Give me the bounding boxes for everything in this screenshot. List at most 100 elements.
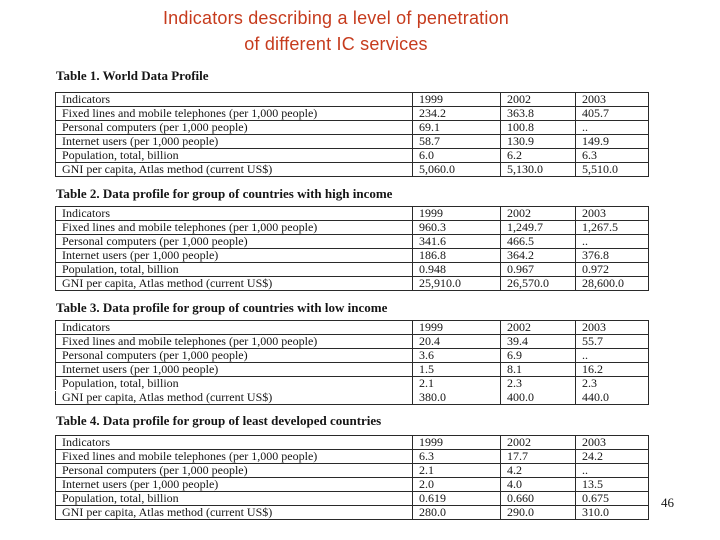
cell-value: 16.2 — [575, 362, 649, 377]
table-row: Fixed lines and mobile telephones (per 1… — [55, 334, 649, 349]
cell-value: 4.0 — [500, 477, 576, 492]
cell-value: 6.9 — [500, 348, 576, 363]
cell-value: 2.1 — [412, 376, 501, 391]
cell-value: 58.7 — [412, 134, 501, 149]
cell-value: 1,267.5 — [575, 220, 649, 235]
row-label: Personal computers (per 1,000 people) — [55, 463, 413, 478]
cell-value: 6.3 — [412, 449, 501, 464]
cell-value: 440.0 — [575, 390, 649, 405]
table-row: Personal computers (per 1,000 people) 3.6… — [55, 348, 649, 363]
cell-value: 0.967 — [500, 262, 576, 277]
table-header-row: Indicators 1999 2002 2003 — [55, 435, 649, 450]
cell-value: .. — [575, 348, 649, 363]
cell-value: 26,570.0 — [500, 276, 576, 291]
row-label: Fixed lines and mobile telephones (per 1… — [55, 220, 413, 235]
cell-value: 13.5 — [575, 477, 649, 492]
row-label: Population, total, billion — [55, 376, 413, 391]
cell-value: 69.1 — [412, 120, 501, 135]
table-2: Indicators 1999 2002 2003 Fixed lines and mo… — [55, 206, 649, 291]
table-row: Internet users (per 1,000 people) 2.0 4.0 1… — [55, 477, 649, 492]
cell-value: 1,249.7 — [500, 220, 576, 235]
cell-value: 6.0 — [412, 148, 501, 163]
cell-value: 376.8 — [575, 248, 649, 263]
cell-value: 290.0 — [500, 505, 576, 520]
table-row: Population, total, billion 0.619 0.660 0.67… — [55, 491, 649, 506]
table-row: Fixed lines and mobile telephones (per 1… — [55, 106, 649, 121]
cell-value: 405.7 — [575, 106, 649, 121]
table-row: GNI per capita, Atlas method (current US… — [55, 162, 649, 177]
cell-value: 2.3 — [500, 376, 576, 391]
column-header-year: 2002 — [500, 320, 576, 335]
cell-value: 8.1 — [500, 362, 576, 377]
table-1-caption: Table 1. World Data Profile — [56, 68, 209, 83]
cell-value: 234.2 — [412, 106, 501, 121]
table-4-container: Indicators 1999 2002 2003 Fixed lines and mo… — [55, 435, 649, 520]
column-header-indicators: Indicators — [55, 92, 413, 107]
table-row: Fixed lines and mobile telephones (per 1… — [55, 449, 649, 464]
cell-value: 5,060.0 — [412, 162, 501, 177]
slide-title: Indicators describing a level of penetra… — [0, 5, 672, 57]
column-header-year: 1999 — [412, 206, 501, 221]
cell-value: 17.7 — [500, 449, 576, 464]
cell-value: 20.4 — [412, 334, 501, 349]
cell-value: 363.8 — [500, 106, 576, 121]
cell-value: 2.3 — [575, 376, 649, 391]
table-row: Population, total, billion 6.0 6.2 6.3 — [55, 148, 649, 163]
row-label: Personal computers (per 1,000 people) — [55, 120, 413, 135]
row-label: Internet users (per 1,000 people) — [55, 134, 413, 149]
cell-value: 2.1 — [412, 463, 501, 478]
table-row: GNI per capita, Atlas method (current US… — [55, 276, 649, 291]
cell-value: 380.0 — [412, 390, 501, 405]
row-label: GNI per capita, Atlas method (current US… — [55, 162, 413, 177]
slide-title-line-1: Indicators describing a level of penetra… — [162, 8, 509, 28]
cell-value: 400.0 — [500, 390, 576, 405]
row-label: Internet users (per 1,000 people) — [55, 362, 413, 377]
table-row: Personal computers (per 1,000 people) 69.… — [55, 120, 649, 135]
row-label: GNI per capita, Atlas method (current US… — [55, 276, 413, 291]
cell-value: 39.4 — [500, 334, 576, 349]
row-label: Fixed lines and mobile telephones (per 1… — [55, 106, 413, 121]
cell-value: 4.2 — [500, 463, 576, 478]
table-row: Internet users (per 1,000 people) 1.5 8.1 1… — [55, 362, 649, 377]
table-row: Internet users (per 1,000 people) 58.7 130… — [55, 134, 649, 149]
cell-value: 0.948 — [412, 262, 501, 277]
row-label: Population, total, billion — [55, 491, 413, 506]
cell-value: 55.7 — [575, 334, 649, 349]
row-label: Personal computers (per 1,000 people) — [55, 234, 413, 249]
row-label: Internet users (per 1,000 people) — [55, 248, 413, 263]
table-row: Population, total, billion 2.1 2.3 2.3 — [55, 376, 649, 391]
row-label: Personal computers (per 1,000 people) — [55, 348, 413, 363]
cell-value: 130.9 — [500, 134, 576, 149]
table-header-row: Indicators 1999 2002 2003 — [55, 320, 649, 335]
cell-value: 5,130.0 — [500, 162, 576, 177]
cell-value: 3.6 — [412, 348, 501, 363]
table-row: Personal computers (per 1,000 people) 2.1… — [55, 463, 649, 478]
row-label: Fixed lines and mobile telephones (per 1… — [55, 449, 413, 464]
table-row: Internet users (per 1,000 people) 186.8 36… — [55, 248, 649, 263]
row-label: Fixed lines and mobile telephones (per 1… — [55, 334, 413, 349]
cell-value: 24.2 — [575, 449, 649, 464]
cell-value: 1.5 — [412, 362, 501, 377]
cell-value: 6.3 — [575, 148, 649, 163]
row-label: GNI per capita, Atlas method (current US… — [55, 390, 413, 405]
table-row: GNI per capita, Atlas method (current US… — [55, 390, 649, 405]
cell-value: 0.660 — [500, 491, 576, 506]
cell-value: 280.0 — [412, 505, 501, 520]
cell-value: 149.9 — [575, 134, 649, 149]
cell-value: 310.0 — [575, 505, 649, 520]
cell-value: 0.972 — [575, 262, 649, 277]
table-3: Indicators 1999 2002 2003 Fixed lines and mo… — [55, 320, 649, 405]
table-header-row: Indicators 1999 2002 2003 — [55, 206, 649, 221]
table-row: GNI per capita, Atlas method (current US… — [55, 505, 649, 520]
cell-value: 28,600.0 — [575, 276, 649, 291]
column-header-year: 2002 — [500, 206, 576, 221]
cell-value: 0.619 — [412, 491, 501, 506]
cell-value: 0.675 — [575, 491, 649, 506]
table-3-caption: Table 3. Data profile for group of count… — [56, 300, 388, 315]
table-2-container: Indicators 1999 2002 2003 Fixed lines and mo… — [55, 206, 649, 291]
row-label: GNI per capita, Atlas method (current US… — [55, 505, 413, 520]
column-header-indicators: Indicators — [55, 320, 413, 335]
column-header-year: 2003 — [575, 92, 649, 107]
column-header-year: 1999 — [412, 435, 501, 450]
cell-value: 341.6 — [412, 234, 501, 249]
